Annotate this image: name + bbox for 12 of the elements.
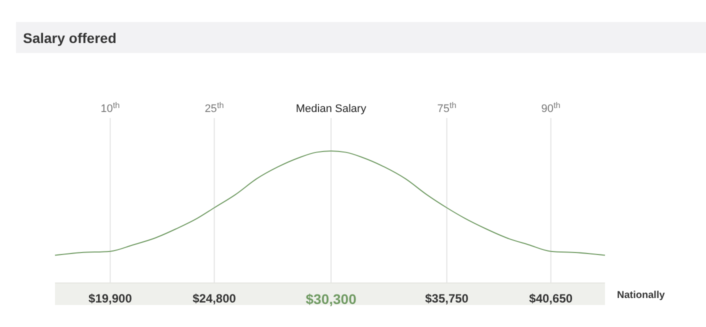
- ref-line-label: 25$^{th}$: [204, 100, 224, 115]
- ref-line-label: Median Salary: [296, 103, 367, 115]
- x-tick-label: $24,800: [192, 292, 236, 306]
- ref-line-label: 90$^{th}$: [541, 100, 561, 115]
- chart-title: Salary offered: [23, 30, 116, 46]
- x-tick-label: $19,900: [88, 292, 132, 306]
- x-tick-label: $30,300: [306, 290, 357, 307]
- ref-line-label: 75$^{th}$: [437, 100, 457, 115]
- text: Nationally: [617, 290, 666, 301]
- ref-line-label: 10$^{th}$: [100, 100, 120, 115]
- x-tick-label: $35,750: [425, 292, 469, 306]
- x-tick-label: $40,650: [529, 292, 573, 306]
